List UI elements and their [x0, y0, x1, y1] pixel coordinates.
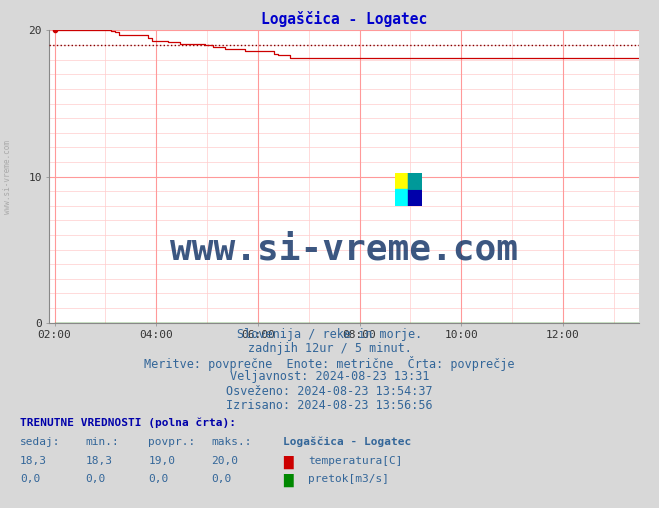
Text: povpr.:: povpr.: — [148, 437, 196, 447]
Text: Slovenija / reke in morje.: Slovenija / reke in morje. — [237, 328, 422, 341]
Polygon shape — [409, 173, 422, 189]
Text: zadnjih 12ur / 5 minut.: zadnjih 12ur / 5 minut. — [248, 342, 411, 355]
Text: Osveženo: 2024-08-23 13:54:37: Osveženo: 2024-08-23 13:54:37 — [226, 385, 433, 398]
Bar — [395, 189, 409, 206]
Text: Logaščica - Logatec: Logaščica - Logatec — [283, 437, 412, 448]
Text: 0,0: 0,0 — [86, 474, 106, 484]
Bar — [395, 173, 409, 189]
Text: temperatura[C]: temperatura[C] — [308, 456, 403, 466]
Title: Logaščica - Logatec: Logaščica - Logatec — [261, 11, 428, 26]
Bar — [409, 189, 422, 206]
Text: TRENUTNE VREDNOSTI (polna črta):: TRENUTNE VREDNOSTI (polna črta): — [20, 418, 236, 428]
Text: Veljavnost: 2024-08-23 13:31: Veljavnost: 2024-08-23 13:31 — [230, 370, 429, 384]
Text: Izrisano: 2024-08-23 13:56:56: Izrisano: 2024-08-23 13:56:56 — [226, 399, 433, 412]
Text: maks.:: maks.: — [211, 437, 251, 447]
Text: min.:: min.: — [86, 437, 119, 447]
Text: █: █ — [283, 474, 293, 487]
Text: █: █ — [283, 456, 293, 469]
Text: 0,0: 0,0 — [211, 474, 231, 484]
Text: pretok[m3/s]: pretok[m3/s] — [308, 474, 389, 484]
Text: sedaj:: sedaj: — [20, 437, 60, 447]
Text: www.si-vreme.com: www.si-vreme.com — [3, 140, 13, 213]
Text: 0,0: 0,0 — [148, 474, 169, 484]
Bar — [409, 173, 422, 189]
Text: 0,0: 0,0 — [20, 474, 40, 484]
Text: 18,3: 18,3 — [86, 456, 113, 466]
Text: www.si-vreme.com: www.si-vreme.com — [170, 233, 519, 267]
Text: 20,0: 20,0 — [211, 456, 238, 466]
Text: 18,3: 18,3 — [20, 456, 47, 466]
Text: 19,0: 19,0 — [148, 456, 175, 466]
Polygon shape — [409, 173, 422, 189]
Text: Meritve: povprečne  Enote: metrične  Črta: povprečje: Meritve: povprečne Enote: metrične Črta:… — [144, 356, 515, 371]
